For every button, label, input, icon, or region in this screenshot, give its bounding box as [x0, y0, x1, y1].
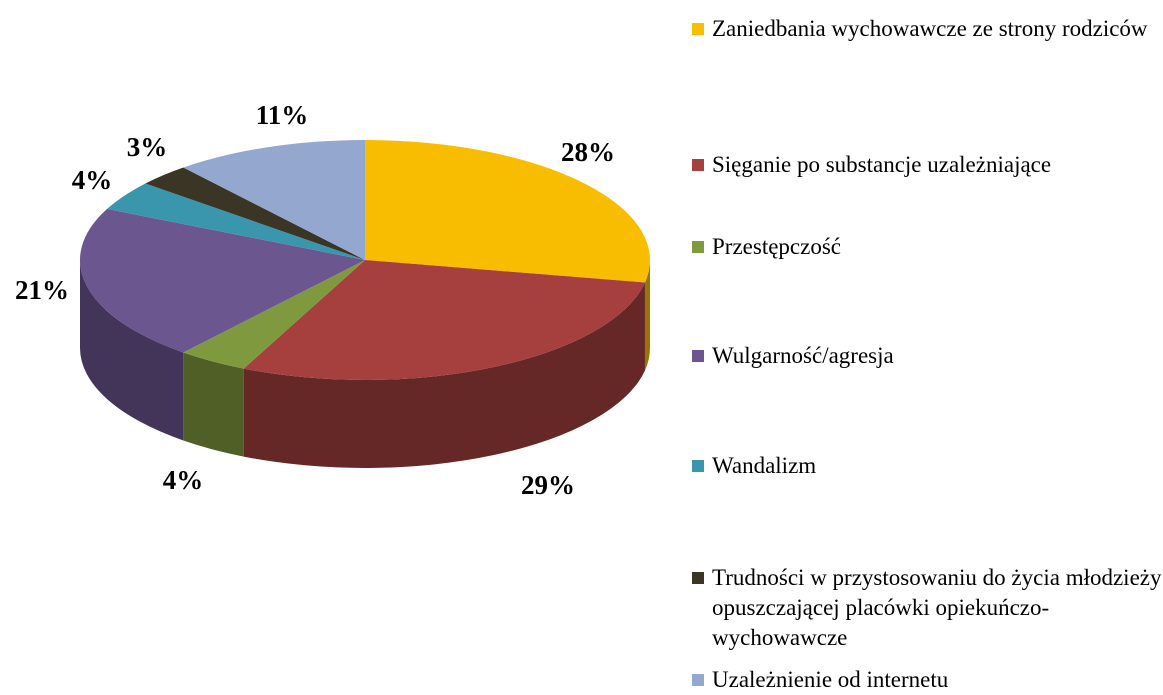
legend-label: Sięganie po substancje uzależniające: [712, 152, 1052, 177]
pie-side: [183, 352, 244, 457]
pie-side: [243, 282, 645, 468]
pie-slice: [107, 183, 365, 260]
legend-swatch: [692, 23, 704, 35]
legend-swatch: [692, 572, 704, 584]
data-label: 28%: [561, 137, 615, 167]
legend-label: Zaniedbania wychowawcze ze strony rodzic…: [712, 16, 1148, 41]
pie-slice: [79, 208, 365, 353]
legend-label: Przestępczość: [712, 234, 841, 259]
legend-item: Uzależnienie od internetu: [692, 665, 1162, 695]
legend-label: Wulgarność/agresja: [712, 343, 894, 368]
pie-slice: [243, 260, 645, 380]
data-label: 4%: [163, 465, 204, 495]
legend-item: Wulgarność/agresja: [692, 341, 1162, 371]
legend-swatch: [692, 159, 704, 171]
chart: 28% 29% 4% 21% 4% 3% 11%: [15, 100, 650, 500]
data-label: 3%: [127, 132, 168, 162]
legend-swatch: [692, 350, 704, 362]
pie-slice: [365, 140, 650, 283]
legend-swatch: [692, 674, 704, 686]
data-label: 21%: [15, 275, 69, 305]
legend-swatch: [692, 241, 704, 253]
pie-slice: [183, 260, 365, 369]
legend-item: Przestępczość: [692, 232, 1162, 262]
legend-item: Trudności w przystosowaniu do życia młod…: [692, 563, 1162, 653]
legend-label: Wandalizm: [712, 453, 817, 478]
data-label: 29%: [521, 470, 575, 500]
legend-swatch: [692, 460, 704, 472]
legend-item: Zaniedbania wychowawcze ze strony rodzic…: [692, 14, 1162, 44]
legend-label: Trudności w przystosowaniu do życia młod…: [712, 565, 1162, 650]
legend-item: Wandalizm: [692, 451, 1162, 481]
pie-side: [80, 260, 184, 441]
legend-item: Sięganie po substancje uzależniające: [692, 150, 1162, 180]
pie-slice: [183, 140, 365, 260]
pie-side: [644, 260, 650, 371]
legend-label: Uzależnienie od internetu: [712, 667, 949, 692]
data-label: 11%: [256, 100, 309, 130]
pie-slice: [145, 167, 365, 260]
data-label: 4%: [72, 165, 113, 195]
